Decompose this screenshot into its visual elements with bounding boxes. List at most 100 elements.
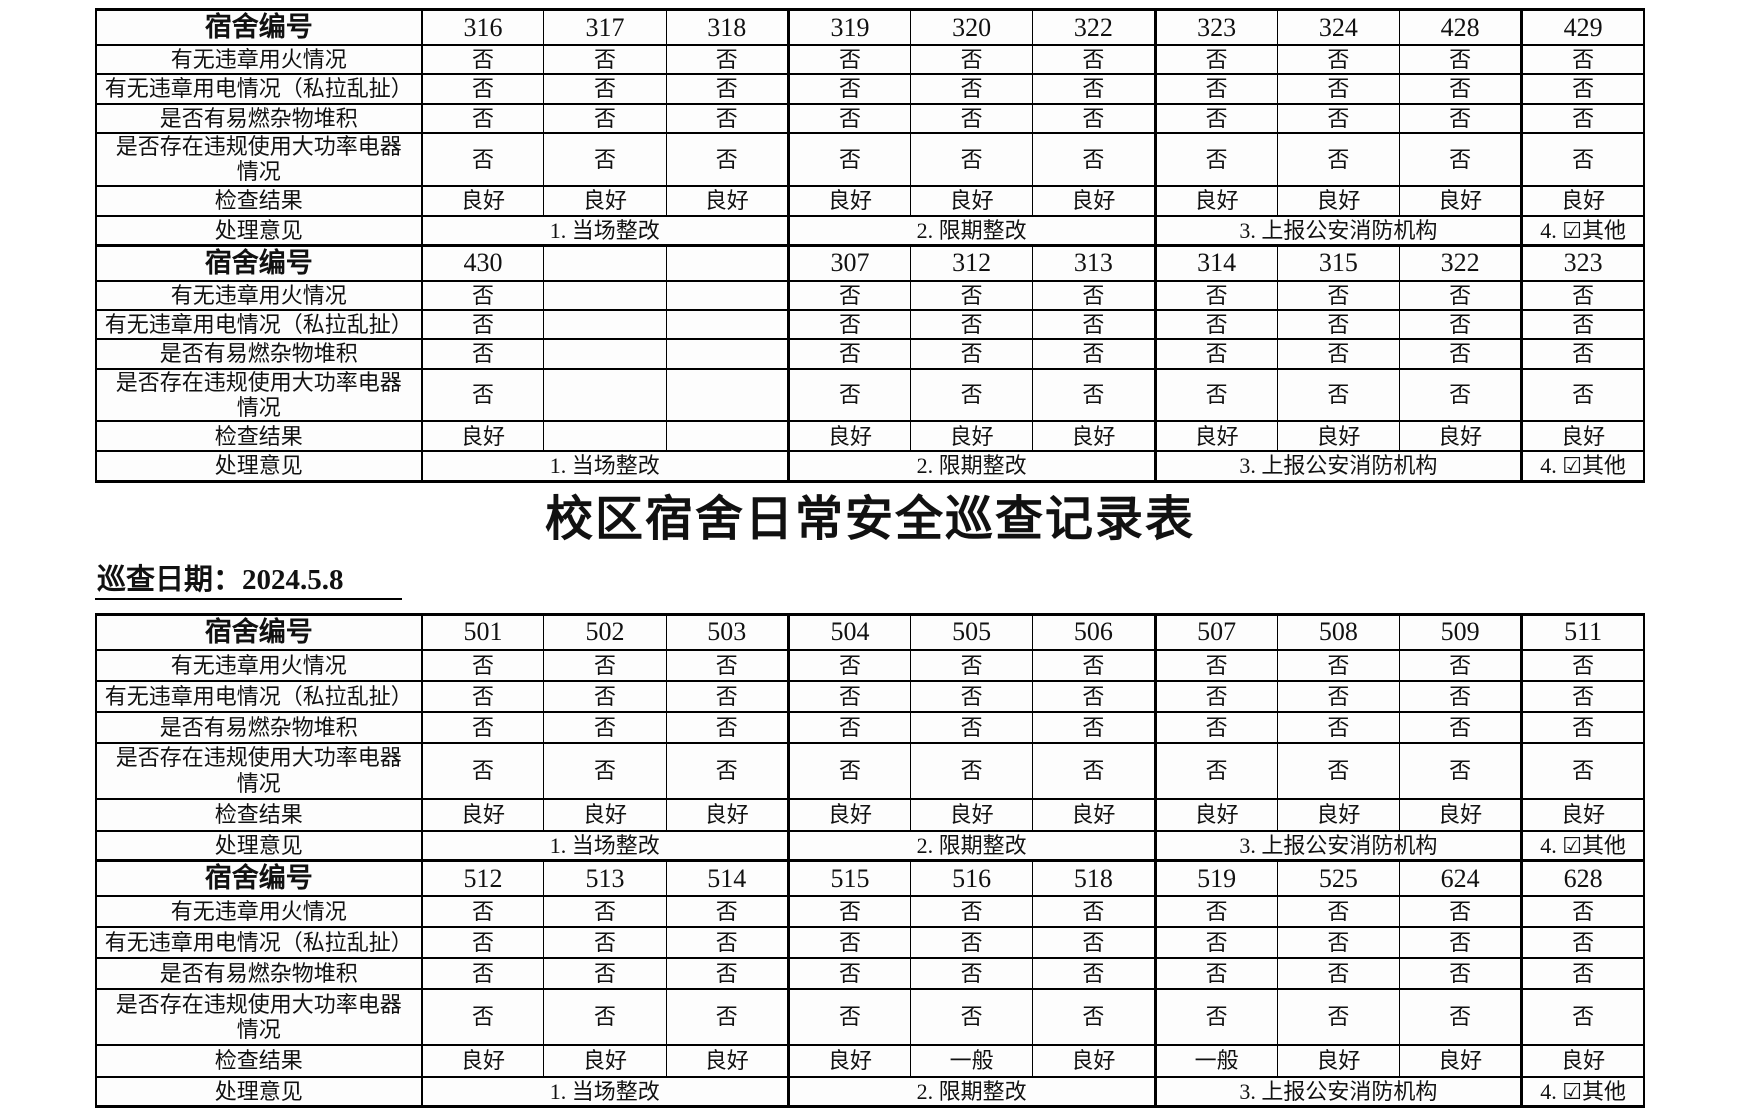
question-label: 是否有易燃杂物堆积 xyxy=(95,102,423,134)
answer-cell: 否 xyxy=(910,338,1034,370)
result-label: 检查结果 xyxy=(95,1044,423,1079)
answer-cell: 否 xyxy=(1276,679,1401,713)
answer-cell: 否 xyxy=(1154,338,1278,370)
answer-cell: 否 xyxy=(1398,741,1524,800)
result-cell: 良好 xyxy=(1276,420,1401,453)
answer-cell: 否 xyxy=(1032,367,1157,423)
question-row: 有无违章用火情况否否否否否否否否 xyxy=(95,279,1645,312)
answer-cell: 否 xyxy=(543,741,667,800)
answer-cell: 否 xyxy=(1154,309,1278,341)
answer-cell: 否 xyxy=(543,73,667,105)
answer-cell: 否 xyxy=(1398,926,1524,960)
answer-cell: 否 xyxy=(1521,710,1645,744)
dorm-header-row: 宿舍编号 430 307 312 313 314 315 322 323 xyxy=(95,243,1645,282)
dorm-number-cell: 508 xyxy=(1276,612,1401,651)
answer-cell: 否 xyxy=(910,741,1034,800)
answer-cell: 否 xyxy=(665,988,790,1047)
question-label: 是否存在违规使用大功率电器情况 xyxy=(95,131,423,187)
dorm-number-cell: 514 xyxy=(665,859,790,898)
question-row: 是否存在违规使用大功率电器情况否否否否否否否否 xyxy=(95,367,1645,423)
result-cell: 良好 xyxy=(787,797,912,832)
dorm-number-label: 宿舍编号 xyxy=(95,859,423,898)
answer-cell: 否 xyxy=(1276,710,1401,744)
dorm-number-cell: 509 xyxy=(1398,612,1524,651)
question-label: 是否存在违规使用大功率电器情况 xyxy=(95,367,423,423)
result-cell xyxy=(543,420,667,453)
answer-cell: 否 xyxy=(421,367,545,423)
answer-cell: 否 xyxy=(1276,367,1401,423)
result-cell: 良好 xyxy=(910,184,1034,217)
answer-cell: 否 xyxy=(1276,648,1401,682)
answer-cell: 否 xyxy=(910,44,1034,76)
answer-cell: 否 xyxy=(910,710,1034,744)
dorm-number-cell: 519 xyxy=(1154,859,1278,898)
question-row: 是否存在违规使用大功率电器情况否否否否否否否否否否 xyxy=(95,131,1645,187)
opinion-option-cell: 3. 上报公安消防机构 xyxy=(1154,214,1524,247)
answer-cell: 否 xyxy=(1398,679,1524,713)
answer-cell: 否 xyxy=(421,895,545,929)
opinion-option-cell: 1. 当场整改 xyxy=(421,1076,790,1108)
answer-cell: 否 xyxy=(1154,679,1278,713)
dorm-number-cell: 323 xyxy=(1154,8,1278,47)
page-title: 校区宿舍日常安全巡查记录表 xyxy=(544,492,1195,546)
opinion-option-cell: 2. 限期整改 xyxy=(787,450,1157,483)
question-row: 有无违章用电情况（私拉乱扯）否否否否否否否否否否 xyxy=(95,926,1645,960)
answer-cell: 否 xyxy=(421,102,545,134)
answer-cell: 否 xyxy=(787,926,912,960)
answer-cell: 否 xyxy=(1276,741,1401,800)
answer-cell: 否 xyxy=(1276,102,1401,134)
answer-cell: 否 xyxy=(1032,710,1157,744)
answer-cell: 否 xyxy=(1032,102,1157,134)
answer-cell: 否 xyxy=(1276,895,1401,929)
result-cell: 良好 xyxy=(1032,184,1157,217)
answer-cell: 否 xyxy=(1154,367,1278,423)
answer-cell: 否 xyxy=(665,648,790,682)
answer-cell: 否 xyxy=(421,957,545,991)
answer-cell: 否 xyxy=(665,741,790,800)
result-cell: 良好 xyxy=(787,1044,912,1079)
result-cell: 良好 xyxy=(1032,1044,1157,1079)
opinion-label: 处理意见 xyxy=(95,1076,423,1108)
result-cell: 良好 xyxy=(1521,797,1645,832)
result-cell: 良好 xyxy=(421,1044,545,1079)
dorm-number-cell: 317 xyxy=(543,8,667,47)
answer-cell: 否 xyxy=(910,957,1034,991)
answer-cell: 否 xyxy=(1032,926,1157,960)
opinion-row: 处理意见 1. 当场整改 2. 限期整改 3. 上报公安消防机构 4. ☑其他 xyxy=(95,214,1645,247)
answer-cell: 否 xyxy=(1521,338,1645,370)
dorm-number-label: 宿舍编号 xyxy=(95,8,423,47)
question-label: 有无违章用火情况 xyxy=(95,44,423,76)
answer-cell: 否 xyxy=(1032,279,1157,312)
answer-cell: 否 xyxy=(1032,679,1157,713)
answer-cell: 否 xyxy=(665,926,790,960)
question-label: 有无违章用火情况 xyxy=(95,279,423,312)
question-row: 是否存在违规使用大功率电器情况否否否否否否否否否否 xyxy=(95,741,1645,800)
answer-cell: 否 xyxy=(665,957,790,991)
result-cell: 良好 xyxy=(1521,420,1645,453)
answer-cell: 否 xyxy=(1398,367,1524,423)
answer-cell: 否 xyxy=(1032,895,1157,929)
answer-cell: 否 xyxy=(910,131,1034,187)
answer-cell: 否 xyxy=(543,988,667,1047)
question-row: 有无违章用电情况（私拉乱扯）否否否否否否否否否否 xyxy=(95,73,1645,105)
dorm-number-cell: 319 xyxy=(787,8,912,47)
answer-cell: 否 xyxy=(421,338,545,370)
result-cell: 良好 xyxy=(1521,184,1645,217)
record-table-1-body: 宿舍编号 316 317 318 319 320 322 323 324 428 429 有无违章用火… xyxy=(95,8,1645,483)
dorm-number-cell: 513 xyxy=(543,859,667,898)
answer-cell: 否 xyxy=(421,648,545,682)
answer-cell: 否 xyxy=(1276,73,1401,105)
inspection-date-line: 巡查日期：2024.5.8 xyxy=(95,564,1645,600)
result-row: 检查结果 良好 良好 良好 良好 良好 良好 良好 良好 xyxy=(95,420,1645,453)
answer-cell: 否 xyxy=(1154,895,1278,929)
question-row: 有无违章用火情况否否否否否否否否否否 xyxy=(95,648,1645,682)
question-label: 有无违章用电情况（私拉乱扯） xyxy=(95,309,423,341)
answer-cell xyxy=(665,279,790,312)
opinion-option-cell: 3. 上报公安消防机构 xyxy=(1154,829,1524,862)
answer-cell: 否 xyxy=(787,44,912,76)
answer-cell: 否 xyxy=(1276,131,1401,187)
answer-cell: 否 xyxy=(1276,309,1401,341)
answer-cell: 否 xyxy=(421,926,545,960)
answer-cell: 否 xyxy=(543,102,667,134)
answer-cell: 否 xyxy=(421,741,545,800)
